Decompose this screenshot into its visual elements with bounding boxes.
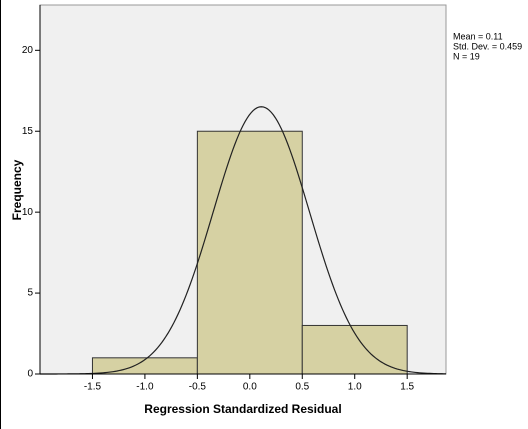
y-tick-label: 15 — [22, 126, 34, 137]
x-tick-label: 0.0 — [243, 382, 257, 393]
x-tick-label: -0.5 — [189, 382, 207, 393]
bar — [196, 130, 303, 375]
y-tick-label: 5 — [27, 288, 33, 299]
stats-label: Std. Dev. = 0.459 — [453, 41, 522, 51]
y-tick-label: 10 — [22, 207, 34, 218]
x-tick-label: -1.5 — [84, 382, 102, 393]
y-tick-label: 0 — [27, 369, 33, 380]
x-tick-label: 1.0 — [348, 382, 362, 393]
y-tick-label: 20 — [22, 45, 34, 56]
normal-curve — [40, 106, 447, 375]
stats-label: N = 19 — [453, 51, 480, 61]
stats-label: Mean = 0.11 — [453, 31, 503, 41]
x-tick-label: 0.5 — [295, 382, 309, 393]
x-axis-label: Regression Standardized Residual — [144, 402, 341, 416]
y-axis-label: Frequency — [10, 159, 24, 220]
x-tick-label: 1.5 — [400, 382, 414, 393]
x-tick-label: -1.0 — [136, 382, 154, 393]
